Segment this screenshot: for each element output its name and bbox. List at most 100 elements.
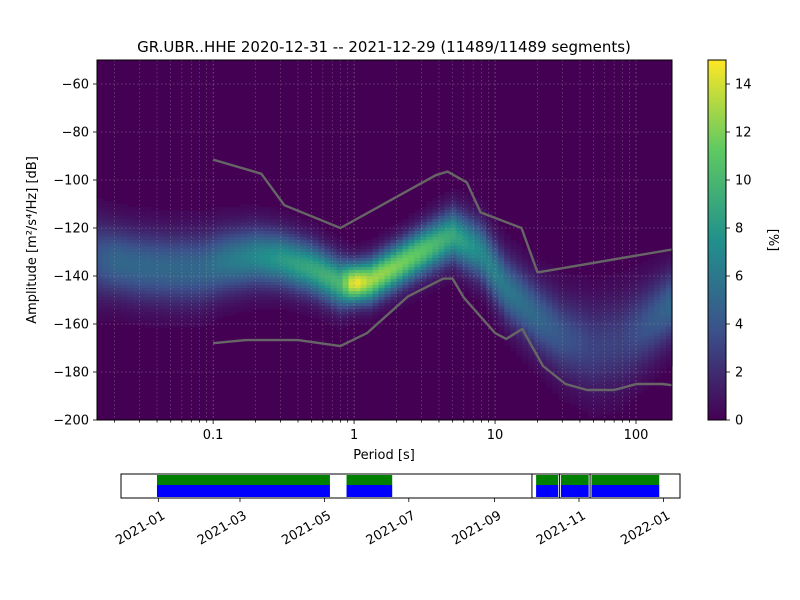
heatmap-cell bbox=[558, 345, 565, 349]
heatmap-cell bbox=[336, 273, 344, 277]
heatmap-cell bbox=[528, 366, 535, 370]
heatmap-cell bbox=[294, 216, 302, 220]
heatmap-cell bbox=[222, 207, 230, 211]
heatmap-cell bbox=[120, 243, 128, 247]
heatmap-cell bbox=[216, 213, 224, 217]
heatmap-cell bbox=[192, 228, 200, 232]
heatmap-cell bbox=[432, 213, 440, 217]
heatmap-cell bbox=[198, 210, 206, 214]
coverage-bar-bottom bbox=[591, 485, 660, 497]
heatmap-cell bbox=[408, 288, 416, 292]
heatmap-cell bbox=[426, 258, 434, 262]
heatmap-cell bbox=[168, 288, 176, 292]
heatmap-cell bbox=[642, 312, 649, 316]
heatmap-cell bbox=[372, 261, 380, 265]
heatmap-cell bbox=[420, 231, 428, 235]
heatmap-cell bbox=[624, 339, 631, 343]
heatmap-cell bbox=[492, 240, 499, 244]
heatmap-cell bbox=[552, 378, 559, 382]
heatmap-cell bbox=[468, 264, 475, 268]
heatmap-cell bbox=[660, 300, 667, 304]
colorbar-tick-label: 10 bbox=[735, 174, 752, 189]
heatmap-cell bbox=[360, 297, 368, 301]
heatmap-cell bbox=[174, 228, 182, 232]
heatmap-cell bbox=[456, 258, 463, 262]
heatmap-cell bbox=[522, 318, 529, 322]
heatmap-cell bbox=[156, 303, 164, 307]
heatmap-cell bbox=[126, 270, 134, 274]
heatmap-cell bbox=[114, 297, 122, 301]
heatmap-cell bbox=[97, 243, 104, 247]
heatmap-cell bbox=[444, 240, 451, 244]
heatmap-cell bbox=[318, 282, 326, 286]
heatmap-cell bbox=[288, 234, 296, 238]
heatmap-cell bbox=[216, 210, 224, 214]
heatmap-cell bbox=[660, 276, 667, 280]
heatmap-cell bbox=[258, 255, 266, 259]
heatmap-cell bbox=[246, 294, 254, 298]
heatmap-cell bbox=[468, 219, 475, 223]
heatmap-cell bbox=[168, 303, 176, 307]
heatmap-cell bbox=[426, 279, 434, 283]
heatmap-cell bbox=[660, 291, 667, 295]
heatmap-cell bbox=[324, 291, 332, 295]
heatmap-cell bbox=[582, 306, 589, 310]
heatmap-cell bbox=[97, 204, 104, 208]
heatmap-cell bbox=[498, 249, 505, 253]
heatmap-cell bbox=[576, 372, 583, 376]
heatmap-cell bbox=[282, 237, 290, 241]
heatmap-cell bbox=[240, 294, 248, 298]
heatmap-cell bbox=[174, 288, 182, 292]
heatmap-cell bbox=[144, 288, 152, 292]
heatmap-cell bbox=[612, 366, 619, 370]
heatmap-cell bbox=[276, 306, 284, 310]
heatmap-cell bbox=[588, 327, 595, 331]
heatmap-cell bbox=[192, 237, 200, 241]
heatmap-cell bbox=[498, 291, 505, 295]
heatmap-cell bbox=[234, 291, 242, 295]
heatmap-cell bbox=[348, 300, 356, 304]
heatmap-cell bbox=[162, 258, 170, 262]
heatmap-cell bbox=[246, 231, 254, 235]
heatmap-cell bbox=[216, 276, 224, 280]
heatmap-cell bbox=[210, 234, 218, 238]
heatmap-cell bbox=[252, 258, 260, 262]
heatmap-cell bbox=[564, 369, 571, 373]
heatmap-cell bbox=[474, 282, 481, 286]
heatmap-cell bbox=[504, 294, 511, 298]
heatmap-cell bbox=[618, 357, 625, 361]
heatmap-cell bbox=[228, 279, 236, 283]
heatmap-cell bbox=[138, 279, 146, 283]
heatmap-cell bbox=[222, 210, 230, 214]
heatmap-cell bbox=[342, 297, 350, 301]
heatmap-cell bbox=[144, 231, 152, 235]
heatmap-cell bbox=[204, 222, 212, 226]
heatmap-cell bbox=[528, 261, 535, 265]
heatmap-cell bbox=[570, 375, 577, 379]
heatmap-cell bbox=[204, 243, 212, 247]
heatmap-cell bbox=[552, 384, 559, 388]
heatmap-cell bbox=[462, 204, 469, 208]
heatmap-cell bbox=[234, 222, 242, 226]
heatmap-cell bbox=[162, 252, 170, 256]
heatmap-cell bbox=[666, 327, 673, 331]
heatmap-cell bbox=[288, 228, 296, 232]
heatmap-cell bbox=[138, 225, 146, 229]
heatmap-cell bbox=[456, 225, 463, 229]
heatmap-cell bbox=[492, 303, 499, 307]
heatmap-cell bbox=[648, 306, 655, 310]
heatmap-cell bbox=[636, 375, 643, 379]
heatmap-cell bbox=[324, 249, 332, 253]
heatmap-cell bbox=[558, 375, 565, 379]
heatmap-cell bbox=[222, 252, 230, 256]
heatmap-cell bbox=[114, 204, 122, 208]
heatmap-cell bbox=[450, 219, 457, 223]
heatmap-cell bbox=[276, 285, 284, 289]
heatmap-cell bbox=[624, 375, 631, 379]
heatmap-cell bbox=[270, 207, 278, 211]
heatmap-cell bbox=[198, 288, 206, 292]
heatmap-cell bbox=[97, 258, 104, 262]
heatmap-cell bbox=[324, 279, 332, 283]
heatmap-cell bbox=[510, 321, 517, 325]
heatmap-cell bbox=[612, 336, 619, 340]
